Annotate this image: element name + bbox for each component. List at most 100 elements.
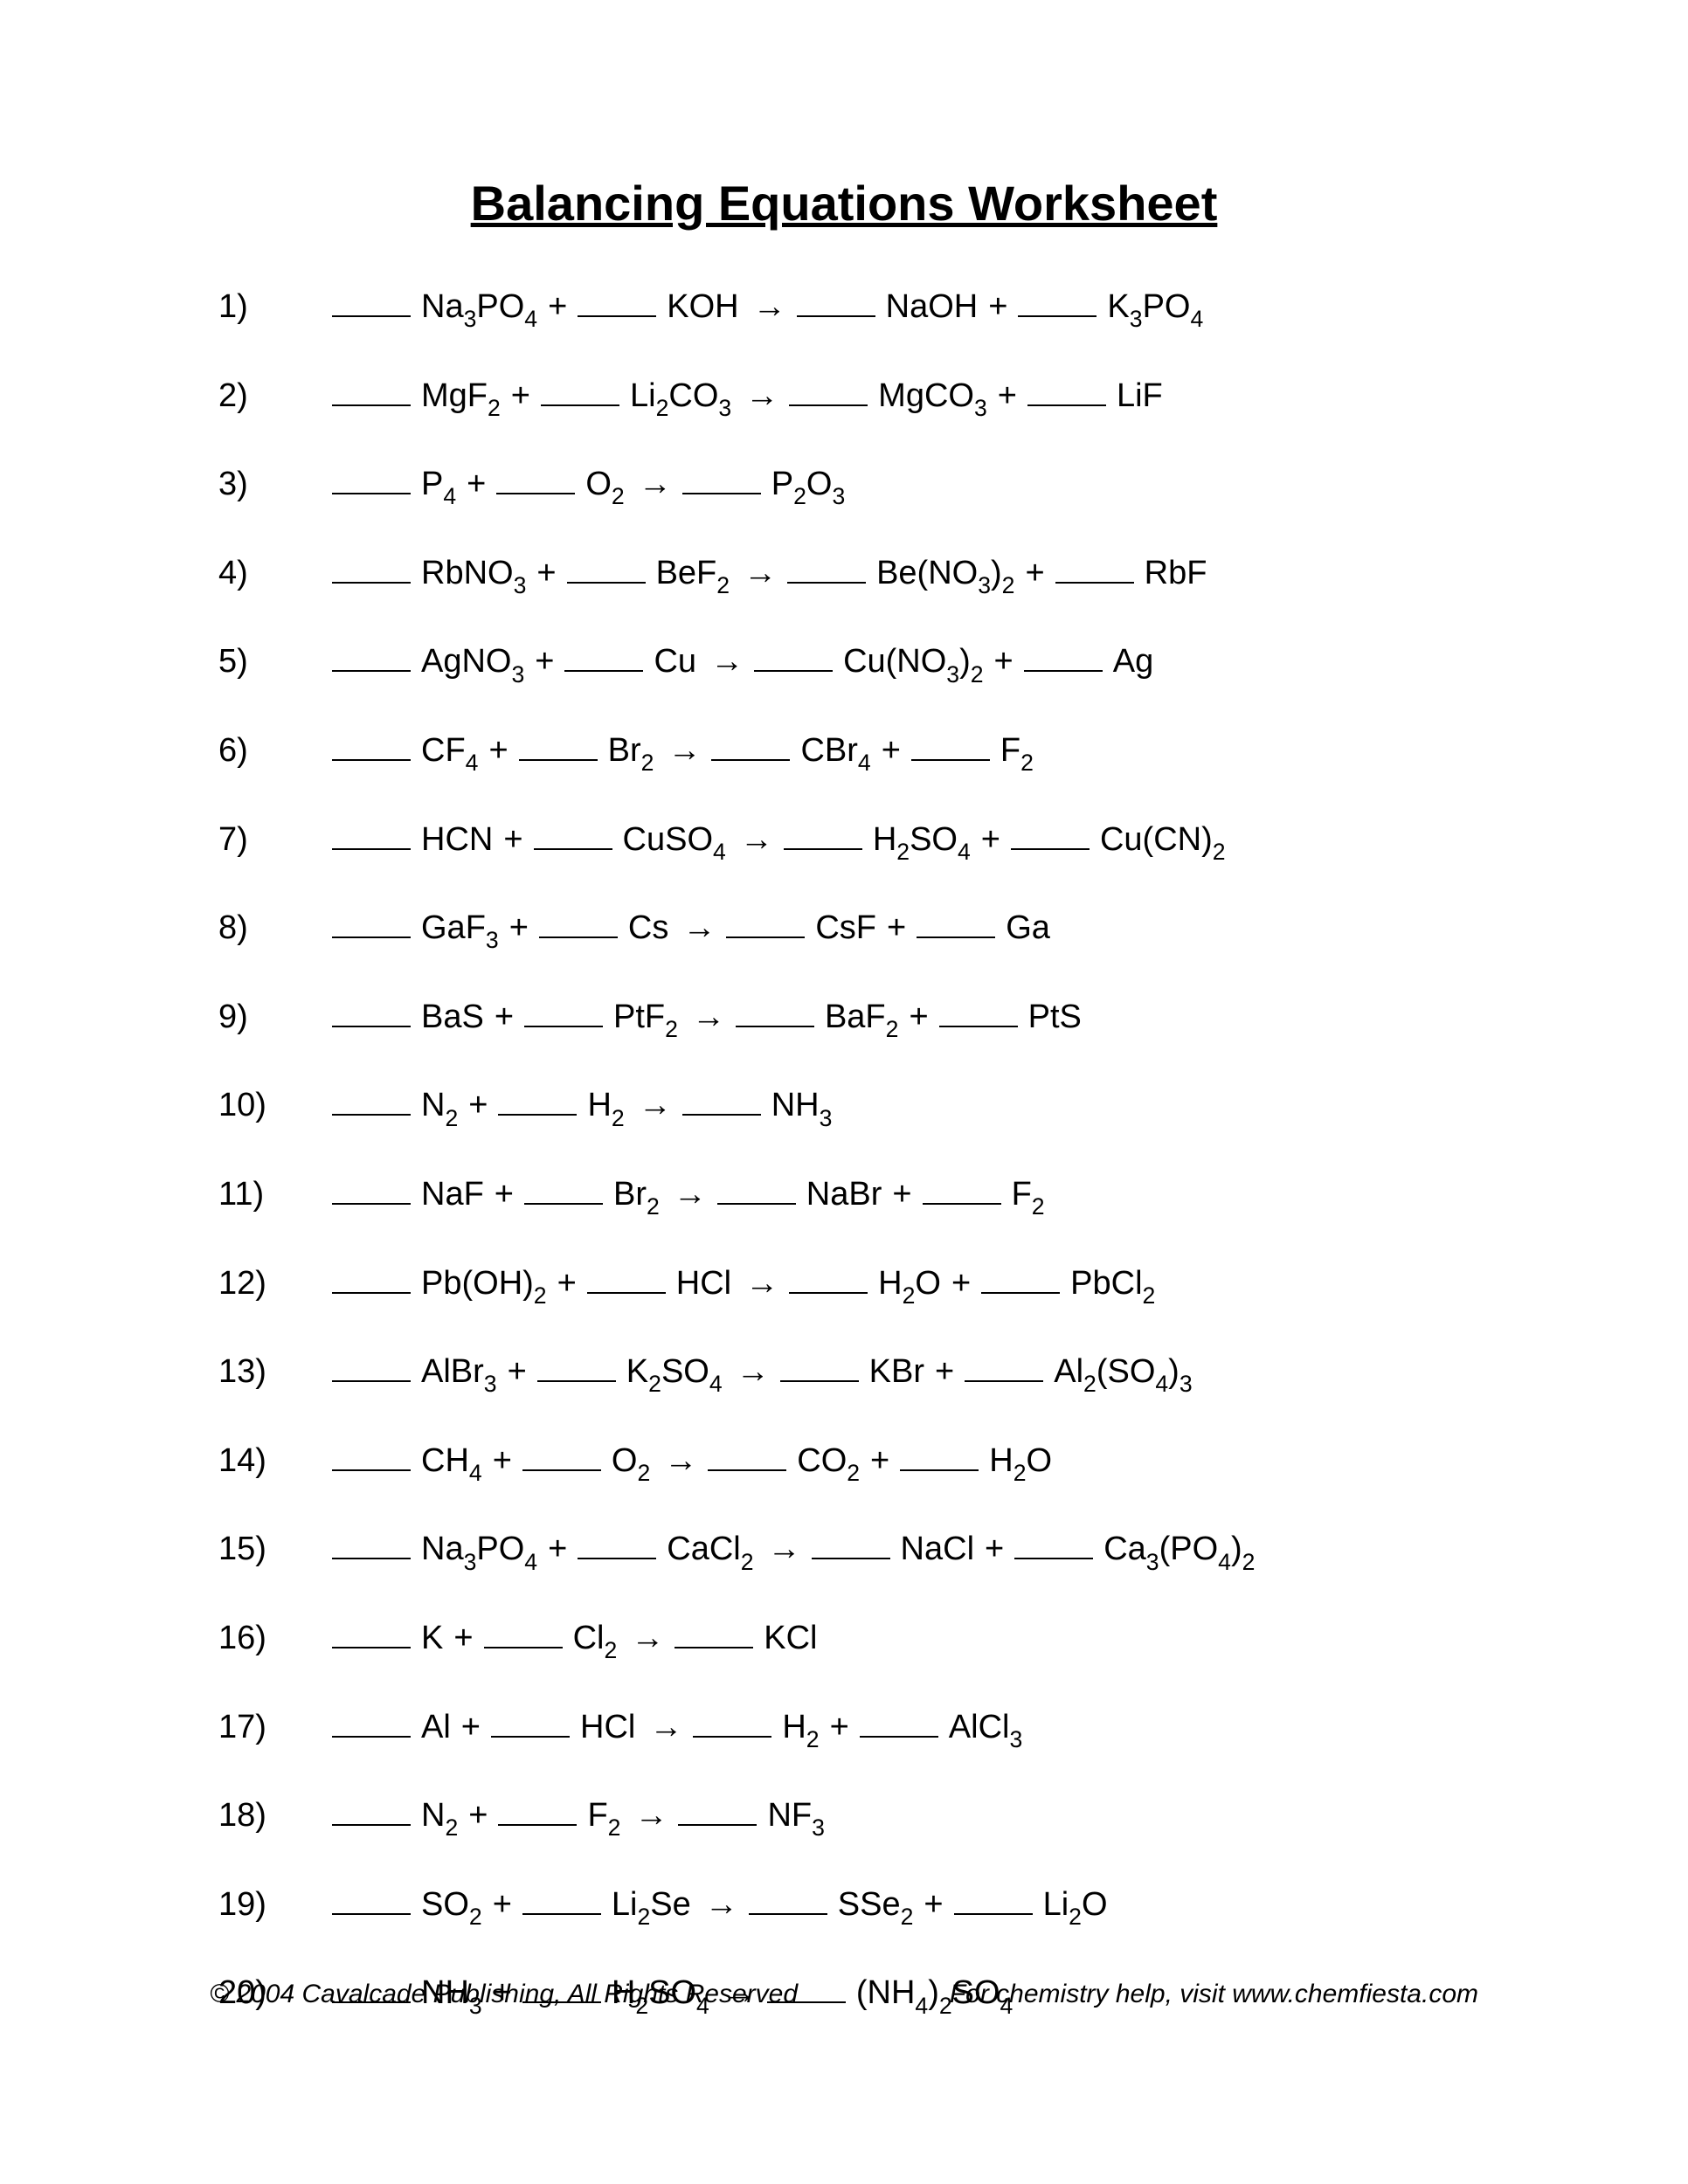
coefficient-blank[interactable] xyxy=(332,1793,411,1826)
coefficient-blank[interactable] xyxy=(578,1526,656,1559)
coefficient-blank[interactable] xyxy=(678,1793,757,1826)
coefficient-blank[interactable] xyxy=(682,461,761,494)
coefficient-blank[interactable] xyxy=(787,550,866,584)
coefficient-blank[interactable] xyxy=(749,1882,827,1915)
equation-row: 11)NaF+Br2→NaBr+F2 xyxy=(218,1171,1478,1219)
coefficient-blank[interactable] xyxy=(332,1615,411,1648)
coefficient-blank[interactable] xyxy=(541,373,619,406)
chemical-formula: MgF2 xyxy=(421,377,501,420)
chemical-formula: F2 xyxy=(1012,1176,1045,1219)
coefficient-blank[interactable] xyxy=(537,1349,616,1382)
reaction-arrow: → xyxy=(634,1797,668,1835)
coefficient-blank[interactable] xyxy=(522,1438,601,1471)
coefficient-blank[interactable] xyxy=(332,817,411,850)
equation-body: Na3PO4+KOH→NaOH+K3PO4 xyxy=(332,284,1214,331)
reaction-arrow: → xyxy=(631,1620,664,1657)
coefficient-blank[interactable] xyxy=(332,1261,411,1294)
coefficient-blank[interactable] xyxy=(539,905,618,938)
coefficient-blank[interactable] xyxy=(954,1882,1033,1915)
coefficient-blank[interactable] xyxy=(754,639,833,672)
coefficient-blank[interactable] xyxy=(965,1349,1043,1382)
coefficient-blank[interactable] xyxy=(1024,639,1103,672)
coefficient-blank[interactable] xyxy=(332,1082,411,1116)
equation-number: 16) xyxy=(218,1620,332,1657)
coefficient-blank[interactable] xyxy=(534,817,612,850)
coefficient-blank[interactable] xyxy=(332,639,411,672)
chemical-formula: F2 xyxy=(1000,732,1034,775)
coefficient-blank[interactable] xyxy=(524,994,603,1027)
coefficient-blank[interactable] xyxy=(332,461,411,494)
coefficient-blank[interactable] xyxy=(717,1171,796,1205)
coefficient-blank[interactable] xyxy=(923,1171,1001,1205)
equation-row: 9)BaS+PtF2→BaF2+PtS xyxy=(218,994,1478,1041)
coefficient-blank[interactable] xyxy=(917,905,995,938)
reaction-arrow: → xyxy=(692,999,725,1036)
chemical-formula: Br2 xyxy=(613,1176,660,1219)
chemical-formula: Be(NO3)2 xyxy=(876,555,1014,598)
coefficient-blank[interactable] xyxy=(332,1882,411,1915)
coefficient-blank[interactable] xyxy=(682,1082,761,1116)
coefficient-blank[interactable] xyxy=(711,728,790,761)
coefficient-blank[interactable] xyxy=(332,1171,411,1205)
coefficient-blank[interactable] xyxy=(1014,1526,1093,1559)
coefficient-blank[interactable] xyxy=(1055,550,1134,584)
plus-sign: + xyxy=(467,466,486,503)
coefficient-blank[interactable] xyxy=(900,1438,979,1471)
coefficient-blank[interactable] xyxy=(587,1261,666,1294)
coefficient-blank[interactable] xyxy=(332,550,411,584)
coefficient-blank[interactable] xyxy=(860,1704,938,1738)
coefficient-blank[interactable] xyxy=(736,994,814,1027)
coefficient-blank[interactable] xyxy=(567,550,646,584)
coefficient-blank[interactable] xyxy=(524,1171,603,1205)
coefficient-blank[interactable] xyxy=(332,1438,411,1471)
coefficient-blank[interactable] xyxy=(789,1261,868,1294)
coefficient-blank[interactable] xyxy=(332,994,411,1027)
coefficient-blank[interactable] xyxy=(496,461,575,494)
plus-sign: + xyxy=(493,1886,512,1924)
coefficient-blank[interactable] xyxy=(726,905,805,938)
chemical-formula: H2 xyxy=(587,1087,624,1130)
equation-number: 14) xyxy=(218,1442,332,1480)
coefficient-blank[interactable] xyxy=(708,1438,786,1471)
coefficient-blank[interactable] xyxy=(332,905,411,938)
footer-help: For chemistry help, visit www.chemfiesta… xyxy=(950,1980,1478,2009)
coefficient-blank[interactable] xyxy=(519,728,598,761)
coefficient-blank[interactable] xyxy=(332,284,411,317)
coefficient-blank[interactable] xyxy=(522,1882,601,1915)
chemical-formula: Li2CO3 xyxy=(630,377,731,420)
coefficient-blank[interactable] xyxy=(564,639,643,672)
coefficient-blank[interactable] xyxy=(789,373,868,406)
coefficient-blank[interactable] xyxy=(332,1349,411,1382)
plus-sign: + xyxy=(951,1265,971,1303)
coefficient-blank[interactable] xyxy=(332,1526,411,1559)
coefficient-blank[interactable] xyxy=(911,728,990,761)
coefficient-blank[interactable] xyxy=(578,284,656,317)
equation-row: 3)P4+O2→P2O3 xyxy=(218,461,1478,508)
coefficient-blank[interactable] xyxy=(784,817,862,850)
equation-number: 2) xyxy=(218,377,332,415)
coefficient-blank[interactable] xyxy=(1027,373,1106,406)
coefficient-blank[interactable] xyxy=(1011,817,1090,850)
coefficient-blank[interactable] xyxy=(812,1526,890,1559)
coefficient-blank[interactable] xyxy=(981,1261,1060,1294)
reaction-arrow: → xyxy=(639,466,672,503)
chemical-formula: H2SO4 xyxy=(873,821,971,864)
coefficient-blank[interactable] xyxy=(332,728,411,761)
coefficient-blank[interactable] xyxy=(939,994,1018,1027)
coefficient-blank[interactable] xyxy=(1018,284,1097,317)
coefficient-blank[interactable] xyxy=(332,1704,411,1738)
plus-sign: + xyxy=(536,555,556,592)
coefficient-blank[interactable] xyxy=(780,1349,859,1382)
reaction-arrow: → xyxy=(768,1531,801,1568)
equation-row: 1)Na3PO4+KOH→NaOH+K3PO4 xyxy=(218,284,1478,331)
coefficient-blank[interactable] xyxy=(498,1082,577,1116)
coefficient-blank[interactable] xyxy=(332,373,411,406)
coefficient-blank[interactable] xyxy=(491,1704,570,1738)
chemical-formula: N2 xyxy=(421,1797,458,1840)
chemical-formula: O2 xyxy=(585,466,624,508)
coefficient-blank[interactable] xyxy=(693,1704,771,1738)
coefficient-blank[interactable] xyxy=(797,284,875,317)
coefficient-blank[interactable] xyxy=(675,1615,753,1648)
coefficient-blank[interactable] xyxy=(484,1615,563,1648)
coefficient-blank[interactable] xyxy=(498,1793,577,1826)
